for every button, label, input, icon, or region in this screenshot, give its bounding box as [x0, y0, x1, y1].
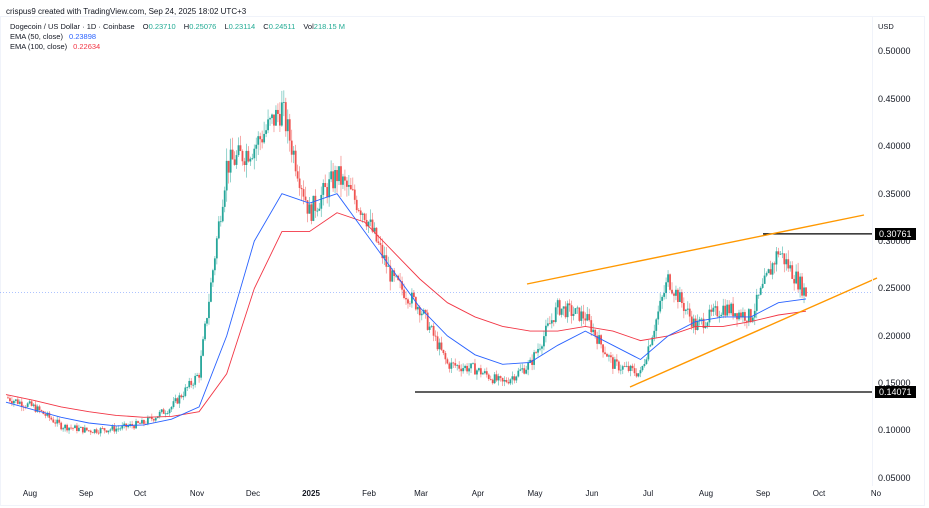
ema50-label: EMA (50, close) [10, 32, 63, 41]
open-value: 0.23710 [148, 22, 176, 31]
close-label: C [263, 22, 269, 31]
y-tick: 0.45000 [878, 94, 911, 104]
x-tick: Sep [755, 489, 771, 498]
upper-trendline[interactable] [526, 214, 865, 285]
x-tick: Feb [362, 489, 376, 498]
ema100-value: 0.22634 [73, 42, 101, 51]
resistance-price-tag: 0.30761 [875, 228, 916, 240]
y-tick: 0.35000 [878, 189, 911, 199]
chart-frame [0, 16, 925, 506]
x-tick: Aug [698, 489, 714, 498]
x-tick: Apr [471, 489, 485, 498]
vol-value: 218.15 M [313, 22, 346, 31]
ema100-row[interactable]: EMA (100, close) 0.22634 [10, 42, 345, 52]
y-tick: 0.25000 [878, 283, 911, 293]
ema100-line [5, 212, 807, 418]
x-tick: Nov [189, 489, 205, 498]
low-label: L [224, 22, 229, 31]
chart-credit: crispus9 created with TradingView.com, S… [6, 7, 247, 16]
y-tick: 0.10000 [878, 425, 911, 435]
ema50-value: 0.23898 [68, 32, 97, 41]
x-tick: Aug [22, 489, 38, 498]
y-tick: 0.40000 [878, 141, 911, 151]
ema50-row[interactable]: EMA (50, close) 0.23898 [10, 32, 345, 42]
low-value: 0.23114 [228, 22, 256, 31]
y-tick: 0.20000 [878, 331, 911, 341]
x-tick: Jun [585, 489, 599, 498]
x-tick: Sep [78, 489, 94, 498]
support-price-tag: 0.14071 [875, 386, 916, 398]
x-tick: Dec [245, 489, 261, 498]
y-tick: 0.30000 [878, 236, 911, 246]
high-label: H [183, 22, 190, 31]
x-tick: Oct [133, 489, 147, 498]
y-tick: 0.50000 [878, 46, 911, 56]
x-tick: Jul [642, 489, 654, 498]
x-tick: Mar [414, 489, 428, 498]
open-label: O [142, 22, 149, 31]
ema100-label: EMA (100, close) [10, 42, 68, 51]
lower-trendline[interactable] [629, 277, 878, 388]
y-tick: 0.15000 [878, 378, 911, 388]
x-tick: Oct [812, 489, 826, 498]
currency-label: USD [878, 22, 894, 31]
price-axis[interactable] [872, 16, 926, 486]
high-value: 0.25076 [189, 22, 217, 31]
ema50-line [5, 193, 807, 427]
x-tick: 2025 [302, 489, 320, 498]
candlesticks [7, 90, 807, 437]
x-tick: No [870, 489, 882, 498]
close-value: 0.24511 [268, 22, 296, 31]
y-tick: 0.05000 [878, 473, 911, 483]
symbol-ohlc-row[interactable]: Dogecoin / US Dollar · 1D · Coinbase O0.… [10, 22, 345, 32]
chart-legend: Dogecoin / US Dollar · 1D · Coinbase O0.… [10, 22, 345, 52]
symbol-name: Dogecoin / US Dollar · 1D · Coinbase [10, 22, 135, 31]
x-tick: May [527, 489, 543, 498]
vol-label: Vol [303, 22, 314, 31]
